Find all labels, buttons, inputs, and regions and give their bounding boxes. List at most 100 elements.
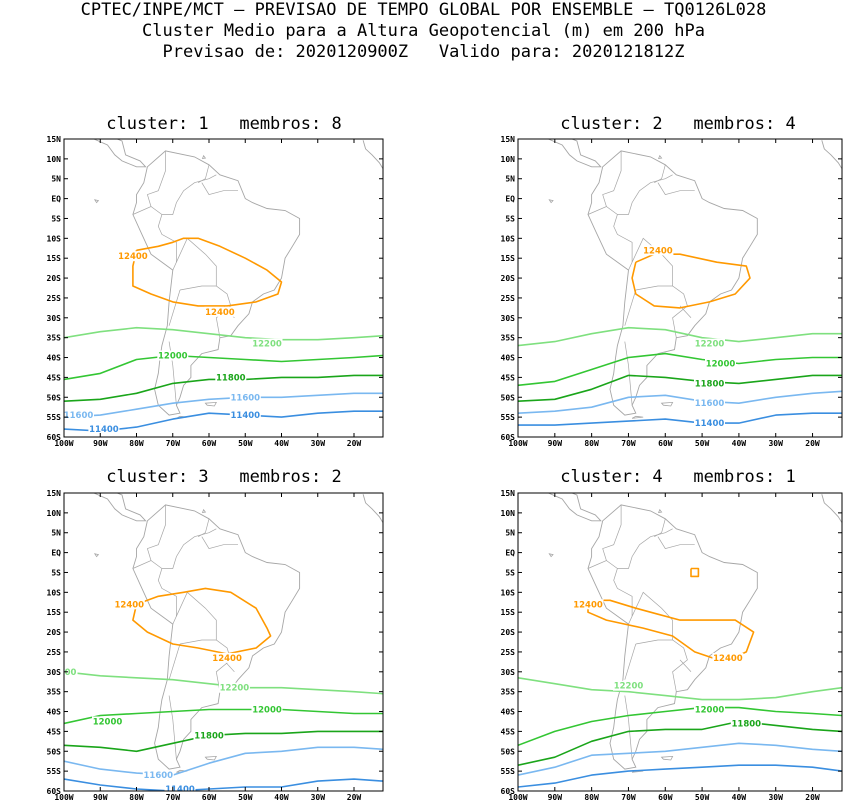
map-frame xyxy=(63,138,384,438)
country-border xyxy=(201,536,238,550)
island-outline xyxy=(201,154,207,159)
country-border xyxy=(587,560,618,569)
island-outline xyxy=(640,479,646,481)
lat-tick-label: 60S xyxy=(501,787,516,796)
panel-4-title: cluster: 4 membros: 1 xyxy=(560,467,796,487)
country-border xyxy=(602,504,622,561)
lon-tick-label: 20W xyxy=(347,793,362,802)
contour-12000 xyxy=(64,354,383,381)
island-outline xyxy=(657,154,663,159)
lat-tick-label: 35S xyxy=(501,688,516,697)
contour-label: 11600 xyxy=(144,771,174,781)
panel-2-title: cluster: 2 membros: 4 xyxy=(560,114,796,134)
lat-tick-label: 45S xyxy=(47,727,62,736)
country-border xyxy=(179,639,232,692)
contour-label: 12400 xyxy=(205,308,235,318)
lat-tick-label: 55S xyxy=(47,767,62,776)
contour-label: 11600 xyxy=(231,393,261,403)
island-outline xyxy=(660,755,674,761)
country-border xyxy=(624,695,633,760)
island-outline xyxy=(657,508,663,513)
contour-12400 xyxy=(132,587,272,655)
country-border xyxy=(201,182,238,196)
lon-tick-label: 90W xyxy=(548,793,563,802)
figure-title-line-3: Previsao de: 2020120900Z Valido para: 20… xyxy=(162,42,685,62)
map-frame xyxy=(63,492,384,792)
lat-tick-label: 10N xyxy=(501,155,516,164)
lat-tick-label: 10S xyxy=(501,588,516,597)
contour-12200 xyxy=(518,326,842,347)
lat-tick-label: 40S xyxy=(47,708,62,717)
contour-label: 12400 xyxy=(212,654,242,664)
lat-tick-label: 50S xyxy=(47,747,62,756)
lat-tick-label: 25S xyxy=(501,648,516,657)
contour-label: 11800 xyxy=(695,379,725,389)
lon-tick-label: 100W xyxy=(508,439,527,448)
central-america-coastline xyxy=(547,493,602,522)
lon-tick-label: 40W xyxy=(732,793,747,802)
contour-label: 11400 xyxy=(165,785,195,795)
lon-tick-label: 50W xyxy=(238,793,253,802)
map-frame xyxy=(517,492,843,792)
contour-label: 12400 xyxy=(115,600,145,610)
lat-tick-label: 15N xyxy=(47,135,62,144)
country-border xyxy=(635,639,688,692)
lon-tick-label: 30W xyxy=(768,439,783,448)
lat-tick-label: 15S xyxy=(501,254,516,263)
africa-coastline xyxy=(821,140,842,175)
lon-tick-label: 60W xyxy=(202,439,217,448)
contour-12200 xyxy=(518,677,842,701)
country-border xyxy=(624,341,633,406)
lat-tick-label: EQ xyxy=(51,549,61,558)
contour-label: 12000 xyxy=(695,706,725,716)
island-outline xyxy=(614,123,636,127)
country-border xyxy=(197,518,210,538)
lon-tick-label: 60W xyxy=(658,793,673,802)
country-border xyxy=(587,206,618,215)
contour-12400 xyxy=(587,599,755,663)
island-outline xyxy=(204,755,217,761)
lat-tick-label: 45S xyxy=(47,373,62,382)
lat-tick-label: 25S xyxy=(501,294,516,303)
lon-tick-label: 20W xyxy=(805,439,820,448)
lat-tick-label: 10S xyxy=(47,234,62,243)
lon-tick-label: 100W xyxy=(54,793,73,802)
lon-tick-label: 50W xyxy=(695,793,710,802)
contour-11400 xyxy=(518,412,842,426)
lat-tick-label: 5S xyxy=(505,569,515,578)
contour-label: 11400 xyxy=(231,411,261,421)
lat-tick-label: 30S xyxy=(47,668,62,677)
lat-tick-label: 55S xyxy=(501,767,516,776)
central-america-coastline xyxy=(92,139,147,168)
island-outline xyxy=(158,123,180,127)
island-outline xyxy=(631,415,644,419)
contour-11800 xyxy=(518,720,842,766)
island-outline xyxy=(184,125,190,127)
country-border xyxy=(654,518,666,538)
contour-11400 xyxy=(518,764,842,788)
island-outline xyxy=(201,508,207,513)
contour-label: 12000 xyxy=(158,352,188,362)
contour-label: 12400 xyxy=(118,252,148,262)
contour-12000 xyxy=(518,352,842,387)
lon-tick-label: 40W xyxy=(274,439,289,448)
contour-label: 200 xyxy=(59,668,77,678)
lat-tick-label: 10N xyxy=(47,155,62,164)
country-border xyxy=(197,164,210,184)
contour-12000 xyxy=(64,708,383,725)
lat-tick-label: 20S xyxy=(501,628,516,637)
lat-tick-label: 15N xyxy=(501,135,516,144)
lat-tick-label: 45S xyxy=(501,373,516,382)
lat-tick-label: 20S xyxy=(501,274,516,283)
country-border xyxy=(679,659,692,673)
central-america-coastline xyxy=(92,493,147,522)
country-border xyxy=(179,285,232,338)
contour-11600 xyxy=(64,746,383,776)
country-border xyxy=(132,206,163,215)
lat-tick-label: 20S xyxy=(47,274,62,283)
contour-11800 xyxy=(64,730,383,753)
country-border xyxy=(168,643,181,680)
contour-11800 xyxy=(518,374,842,402)
contour-label: 12000 xyxy=(93,718,123,728)
